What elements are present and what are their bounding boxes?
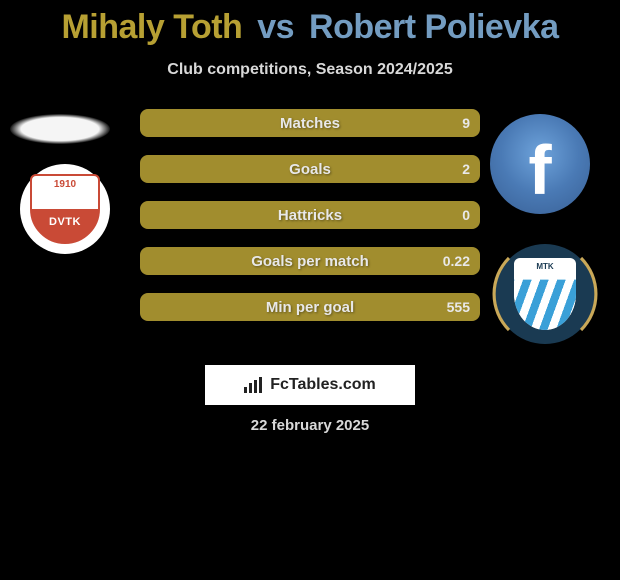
player1-avatar	[10, 114, 110, 144]
watermark[interactable]: FcTables.com	[205, 365, 415, 405]
stat-right-value: 555	[447, 293, 470, 321]
watermark-text: FcTables.com	[270, 376, 376, 394]
stat-row-gpm: Goals per match 0.22	[140, 247, 480, 275]
stat-right-value: 0.22	[443, 247, 470, 275]
stat-label: Matches	[140, 109, 480, 137]
facebook-glyph: f	[528, 130, 551, 210]
club-left-year: 1910	[32, 179, 98, 190]
player2-name: Robert Polievka	[309, 8, 558, 46]
stat-row-matches: Matches 9	[140, 109, 480, 137]
player1-name: Mihaly Toth	[61, 8, 242, 46]
club-left-shield: 1910 DVTK	[30, 174, 100, 244]
club-left-badge: 1910 DVTK	[20, 164, 110, 254]
stat-label: Hattricks	[140, 201, 480, 229]
vs-label: vs	[257, 8, 294, 46]
club-right-shield: MTK	[514, 258, 576, 330]
stat-row-hattricks: Hattricks 0	[140, 201, 480, 229]
stat-row-goals: Goals 2	[140, 155, 480, 183]
stat-label: Goals	[140, 155, 480, 183]
stat-right-value: 2	[462, 155, 470, 183]
page-title: Mihaly Toth vs Robert Polievka	[0, 0, 620, 47]
stat-label: Min per goal	[140, 293, 480, 321]
date: 22 february 2025	[0, 417, 620, 434]
root: Mihaly Toth vs Robert Polievka Club comp…	[0, 0, 620, 580]
club-left-text: DVTK	[32, 216, 98, 228]
stats-area: 1910 DVTK f MTK Matches 9 Goals 2	[0, 109, 620, 359]
stat-row-mpg: Min per goal 555	[140, 293, 480, 321]
chart-icon	[244, 377, 264, 393]
stat-right-value: 9	[462, 109, 470, 137]
club-right-badge: MTK	[495, 244, 595, 344]
club-right-text: MTK	[514, 262, 576, 271]
stat-right-value: 0	[462, 201, 470, 229]
stat-label: Goals per match	[140, 247, 480, 275]
subtitle: Club competitions, Season 2024/2025	[0, 61, 620, 79]
facebook-icon[interactable]: f	[490, 114, 590, 214]
stat-bars: Matches 9 Goals 2 Hattricks 0 Goals per …	[140, 109, 480, 339]
